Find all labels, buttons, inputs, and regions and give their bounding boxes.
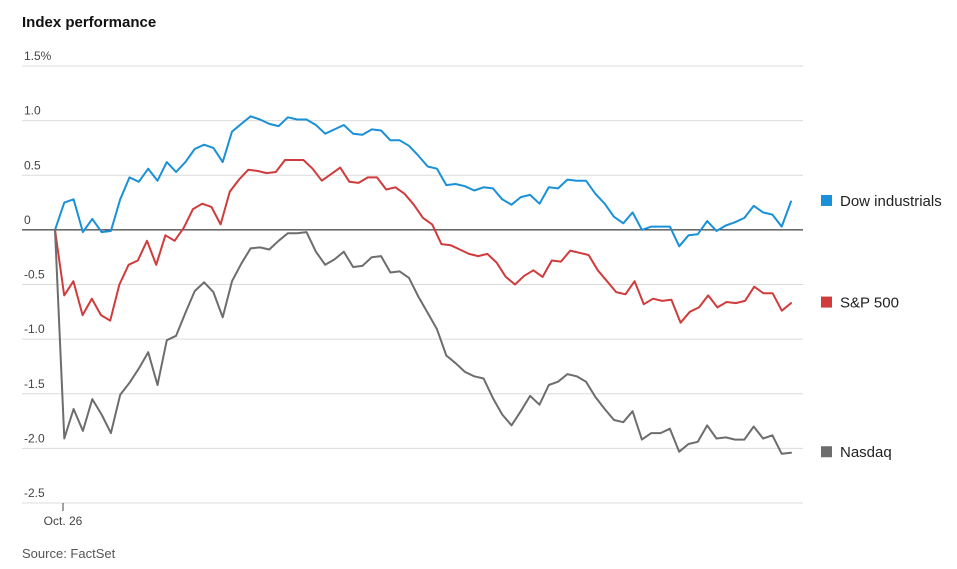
y-tick-label: 1.0 <box>24 104 41 118</box>
y-tick-label: -2.5 <box>24 486 45 500</box>
y-axis-ticks: 1.5% 1.0 0.5 0 -0.5 -1.0 -1.5 -2.0 -2.5 <box>24 49 52 500</box>
y-tick-label: 1.5% <box>24 49 52 63</box>
y-tick-label: -2.0 <box>24 431 45 445</box>
y-tick-label: -1.0 <box>24 322 45 336</box>
series-lines <box>54 115 792 455</box>
legend-label-nasdaq: Nasdaq <box>840 444 892 461</box>
x-tick-label: Oct. 26 <box>44 514 83 528</box>
legend-swatch-nasdaq <box>821 446 832 458</box>
legend: Dow industrials S&P 500 Nasdaq <box>821 193 942 461</box>
legend-label-s-p-500: S&P 500 <box>840 295 899 312</box>
series-line-s-p-500 <box>54 159 792 324</box>
y-tick-label: -0.5 <box>24 268 45 282</box>
y-tick-label: 0 <box>24 213 31 227</box>
source-note: Source: FactSet <box>22 546 116 561</box>
series-line-dow-industrials <box>54 115 792 248</box>
series-line-nasdaq <box>54 228 792 455</box>
chart-title: Index performance <box>22 14 157 31</box>
legend-swatch-dow-industrials <box>821 194 832 206</box>
legend-swatch-s-p-500 <box>821 296 832 308</box>
y-tick-label: 0.5 <box>24 158 41 172</box>
x-axis: Oct. 26 <box>44 503 83 528</box>
legend-label-dow-industrials: Dow industrials <box>840 193 942 210</box>
y-tick-label: -1.5 <box>24 377 45 391</box>
